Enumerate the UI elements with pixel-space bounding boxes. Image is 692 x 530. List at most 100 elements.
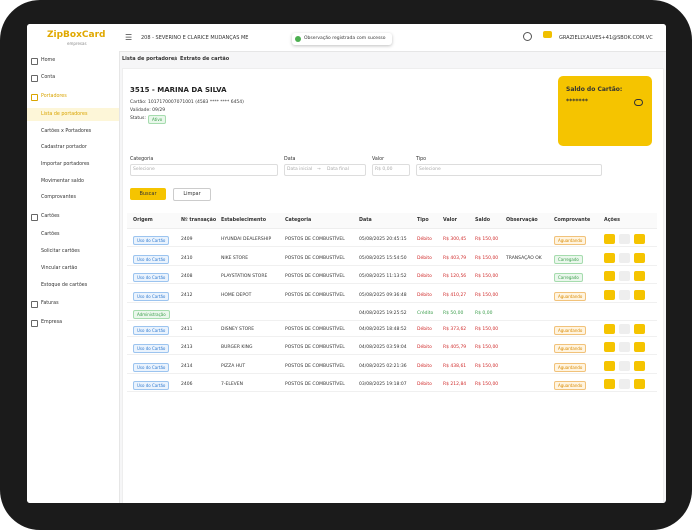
cell-date: 04/08/2025 19:25:52 bbox=[359, 311, 407, 316]
upload-button[interactable] bbox=[604, 324, 615, 334]
receipt-badge: Carregado bbox=[554, 255, 583, 264]
submenu-item[interactable]: Estoque de cartões bbox=[41, 283, 88, 288]
row-divider bbox=[127, 320, 657, 321]
submenu-item[interactable]: Movimentar saldo bbox=[41, 179, 84, 184]
view-button[interactable] bbox=[619, 361, 630, 371]
view-button[interactable] bbox=[619, 234, 630, 244]
cell-value: R$ 300,45 bbox=[443, 237, 467, 242]
toast: Observação registrada com sucesso bbox=[292, 33, 392, 45]
row-divider bbox=[127, 391, 657, 392]
cell-value: R$ 50,00 bbox=[443, 311, 464, 316]
table-head bbox=[127, 213, 657, 229]
download-button[interactable] bbox=[634, 234, 645, 244]
menu-toggle[interactable]: ☰ bbox=[125, 33, 133, 42]
filter-input[interactable] bbox=[372, 164, 410, 176]
cell-merchant: HOME DEPOT bbox=[221, 293, 252, 298]
upload-button[interactable] bbox=[604, 234, 615, 244]
submenu-item[interactable]: Comprovantes bbox=[41, 195, 76, 200]
cell-type: Débito bbox=[417, 293, 432, 298]
download-button[interactable] bbox=[634, 361, 645, 371]
menu-item[interactable]: Home bbox=[41, 58, 56, 63]
download-button[interactable] bbox=[634, 290, 645, 300]
filter-label: Data bbox=[284, 157, 296, 162]
user[interactable]: GRAZIELLY.ALVES+41@SBOK.COM.VC bbox=[559, 35, 653, 41]
menu-item[interactable]: Conta bbox=[41, 75, 56, 80]
download-button[interactable] bbox=[634, 342, 645, 352]
submenu-item[interactable]: Solicitar cartões bbox=[41, 249, 80, 254]
menu-highlight bbox=[27, 108, 119, 121]
cell-value: R$ 405,79 bbox=[443, 345, 467, 350]
download-button[interactable] bbox=[634, 379, 645, 389]
origin-badge: Administração bbox=[133, 310, 170, 319]
search-button[interactable]: Buscar bbox=[130, 188, 166, 200]
download-button[interactable] bbox=[634, 324, 645, 334]
view-button[interactable] bbox=[619, 253, 630, 263]
upload-button[interactable] bbox=[604, 271, 615, 281]
cell-merchant: NIKE STORE bbox=[221, 256, 249, 261]
view-button[interactable] bbox=[619, 271, 630, 281]
origin-badge: Uso do Cartão bbox=[133, 292, 170, 301]
toast-text: Observação registrada com sucesso bbox=[304, 36, 386, 41]
cell-balance: R$ 150,00 bbox=[475, 364, 499, 369]
receipt-badge: Aguardando bbox=[554, 326, 587, 335]
download-button[interactable] bbox=[634, 253, 645, 263]
cell-balance: R$ 150,00 bbox=[475, 327, 499, 332]
view-button[interactable] bbox=[619, 342, 630, 352]
row-divider bbox=[127, 373, 657, 374]
filter-label: Valor bbox=[372, 157, 385, 162]
filter-input[interactable] bbox=[284, 164, 366, 176]
submenu-item[interactable]: Cartões x Portadores bbox=[41, 129, 92, 134]
cell-merchant: PLAYSTATION STORE bbox=[221, 274, 268, 279]
download-button[interactable] bbox=[634, 271, 645, 281]
submenu-item[interactable]: Lista de portadores bbox=[41, 112, 88, 117]
submenu-item[interactable]: Importar portadores bbox=[41, 162, 90, 167]
column-header: Nº transação bbox=[181, 218, 217, 223]
menu-item[interactable]: Cartões bbox=[41, 214, 60, 219]
origin-badge: Uso do Cartão bbox=[133, 326, 170, 335]
row-divider bbox=[127, 354, 657, 355]
view-button[interactable] bbox=[619, 290, 630, 300]
upload-button[interactable] bbox=[604, 290, 615, 300]
clear-button[interactable]: Limpar bbox=[173, 188, 211, 201]
cell-id: 2410 bbox=[181, 256, 193, 261]
submenu-item[interactable]: Vincular cartão bbox=[41, 266, 78, 271]
chat-icon[interactable] bbox=[543, 31, 552, 38]
menu-item[interactable]: Faturas bbox=[41, 301, 59, 306]
cell-date: 05/08/2025 20:45:15 bbox=[359, 237, 407, 242]
filter-input[interactable] bbox=[130, 164, 278, 176]
help-icon[interactable] bbox=[523, 32, 532, 41]
company: 208 - SEVERINO E CLARICE MUDANÇAS ME bbox=[141, 35, 249, 41]
placeholder: → bbox=[317, 167, 321, 172]
view-button[interactable] bbox=[619, 324, 630, 334]
column-header: Data bbox=[359, 218, 372, 223]
breadcrumb-1[interactable]: Lista de portadores bbox=[122, 56, 178, 62]
cell-merchant: PIZZA HUT bbox=[221, 364, 246, 369]
column-header: Valor bbox=[443, 218, 457, 223]
upload-button[interactable] bbox=[604, 342, 615, 352]
cell-type: Débito bbox=[417, 237, 432, 242]
row-divider bbox=[127, 283, 657, 284]
cell-category: POSTOS DE COMBUSTÍVEL bbox=[285, 293, 345, 298]
submenu-item[interactable]: Cadastrar portador bbox=[41, 145, 87, 150]
cell-id: 2408 bbox=[181, 274, 193, 279]
upload-button[interactable] bbox=[604, 253, 615, 263]
filter-label: Tipo bbox=[416, 157, 427, 162]
toggle-balance[interactable] bbox=[634, 99, 643, 106]
receipt-badge: Aguardando bbox=[554, 344, 587, 353]
filter-input[interactable] bbox=[416, 164, 602, 176]
cell-date: 03/08/2025 19:18:07 bbox=[359, 382, 407, 387]
menu-item[interactable]: Empresa bbox=[41, 320, 63, 325]
column-header: Ações bbox=[604, 218, 620, 223]
menu-item[interactable]: Portadores bbox=[41, 94, 67, 99]
card-validity: Validade: 09/29 bbox=[130, 108, 166, 113]
column-header: Origem bbox=[133, 218, 153, 223]
receipt-badge: Carregado bbox=[554, 273, 583, 282]
submenu-item[interactable]: Cartões bbox=[41, 232, 60, 237]
cell-date: 05/08/2025 09:36:48 bbox=[359, 293, 407, 298]
placeholder: Data inicial bbox=[287, 167, 313, 172]
view-button[interactable] bbox=[619, 379, 630, 389]
upload-button[interactable] bbox=[604, 379, 615, 389]
upload-button[interactable] bbox=[604, 361, 615, 371]
